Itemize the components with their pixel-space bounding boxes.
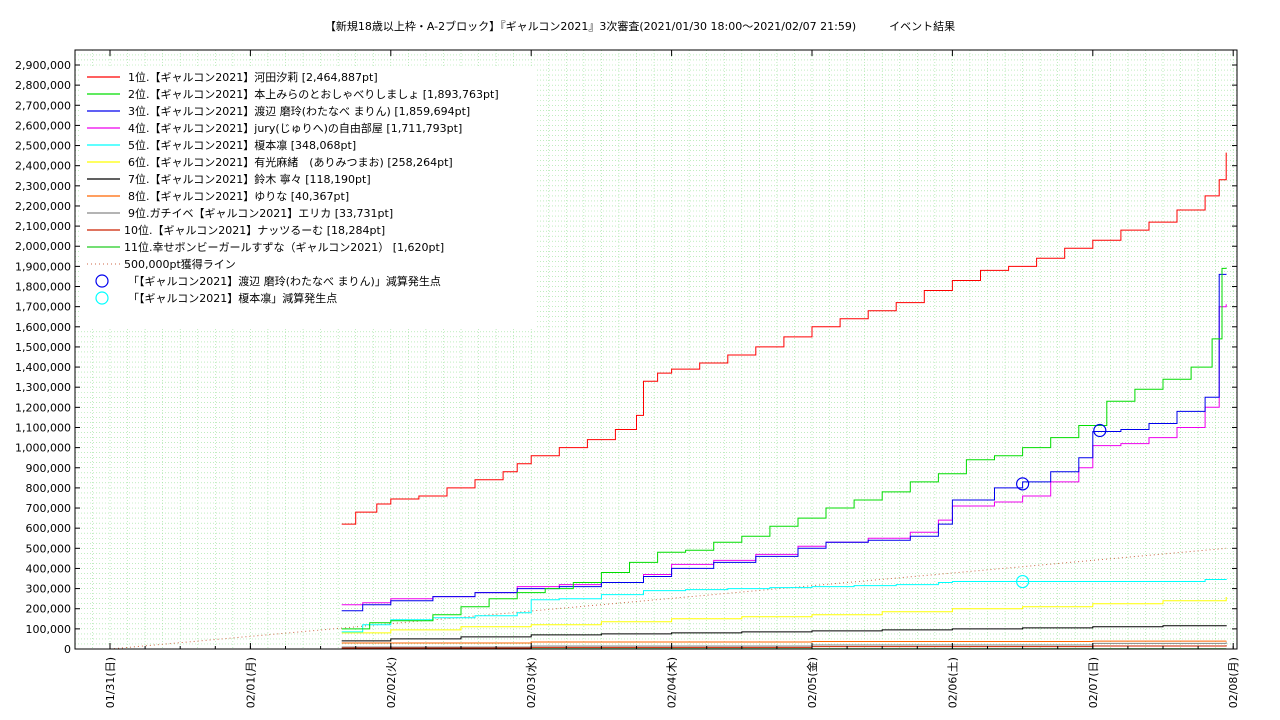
y-tick-label: 2,300,000	[15, 180, 71, 193]
legend-entry: 3位.【ギャルコン2021】渡辺 磨玲(わたなべ まりん) [1,859,694…	[128, 104, 470, 118]
series-line	[341, 625, 1227, 642]
deduction-marker	[1015, 574, 1030, 589]
x-tick-label: 02/02(火)	[385, 657, 398, 708]
y-tick-label: 1,100,000	[15, 421, 71, 434]
y-tick-label: 600,000	[26, 522, 72, 535]
x-tick-label: 02/05(金)	[805, 657, 819, 708]
y-tick-label: 500,000	[26, 542, 72, 555]
legend-entry: 8位.【ギャルコン2021】ゆりな [40,367pt]	[128, 189, 349, 203]
y-tick-label: 2,800,000	[15, 79, 71, 92]
x-tick-label: 02/04(木)	[666, 657, 679, 708]
series-line	[341, 152, 1227, 525]
legend-entry: 「【ギャルコン2021】榎本凛」減算発生点	[128, 291, 337, 305]
y-tick-label: 2,500,000	[15, 140, 71, 153]
y-tick-label: 2,100,000	[15, 220, 71, 233]
plot-frame	[74, 49, 1238, 650]
y-tick-label: 1,600,000	[15, 321, 71, 334]
x-tick-label: 01/31(日)	[104, 657, 117, 708]
x-tick-label: 02/08(月)	[1227, 657, 1240, 708]
y-tick-label: 1,500,000	[15, 341, 71, 354]
legend-entry: 「【ギャルコン2021】渡辺 磨玲(わたなべ まりん)」減算発生点	[128, 274, 441, 288]
y-tick-label: 1,700,000	[15, 301, 71, 314]
y-tick-label: 200,000	[26, 603, 72, 616]
y-tick-label: 2,600,000	[15, 119, 71, 132]
deduction-marker	[1093, 423, 1107, 438]
y-tick-label: 1,400,000	[15, 361, 71, 374]
y-tick-label: 2,400,000	[15, 160, 71, 173]
axes: 0 100,000 200,000 300,000 400,000 500,000 600,…	[15, 49, 1240, 708]
y-tick-label: 2,000,000	[15, 240, 71, 253]
series-line	[341, 578, 1227, 633]
y-tick-label: 300,000	[26, 583, 72, 596]
legend: 1位.【ギャルコン2021】河田汐莉 [2,464,887pt] 2位.【ギャルコ…	[80, 66, 535, 328]
x-tick-label: 02/01(月)	[244, 657, 257, 708]
legend-entry: 4位.【ギャルコン2021】jury(じゅりへ)の自由部屋 [1,711,793…	[128, 121, 462, 135]
legend-marker	[95, 291, 109, 305]
x-tick-label: 02/03(水)	[525, 657, 538, 708]
series-line	[341, 597, 1227, 634]
legend-entry: 1位.【ギャルコン2021】河田汐莉 [2,464,887pt]	[128, 70, 378, 84]
legend-box	[80, 66, 535, 328]
y-tick-label: 1,900,000	[15, 260, 71, 273]
y-tick-label: 1,000,000	[15, 442, 71, 455]
chart-title: 【新規18歳以上枠・A-2ブロック】『ギャルコン2021』3次審査(2021/0…	[324, 20, 956, 33]
y-tick-label: 0	[64, 643, 71, 656]
y-tick-label: 700,000	[26, 502, 72, 515]
y-tick-label: 900,000	[26, 462, 72, 475]
y-tick-label: 400,000	[26, 562, 72, 575]
legend-entry: 11位.幸せボンビーガールすずな（ギャルコン2021） [1,620pt]	[124, 240, 444, 254]
y-tick-label: 1,200,000	[15, 401, 71, 414]
legend-entry: 500,000pt獲得ライン	[124, 258, 236, 271]
deduction-marker	[1015, 477, 1030, 491]
y-tick-label: 800,000	[26, 482, 72, 495]
series-line	[341, 640, 1227, 644]
legend-entry: 10位.【ギャルコン2021】ナッツるーむ [18,284pt]	[124, 223, 385, 237]
x-tick-label: 02/07(日)	[1087, 657, 1100, 708]
series-line	[341, 304, 1227, 606]
legend-entry: 6位.【ギャルコン2021】有光麻緒 (ありみつまお) [258,264pt]	[128, 155, 453, 169]
legend-entry: 9位.ガチイベ【ギャルコン2021】エリカ [33,731pt]	[128, 206, 393, 220]
legend-entry: 2位.【ギャルコン2021】本上みらのとおしゃべりしましょ [1,893,763…	[128, 87, 499, 101]
y-tick-label: 2,200,000	[15, 200, 71, 213]
legend-marker	[95, 274, 109, 288]
legend-entry: 7位.【ギャルコン2021】鈴木 寧々 [118,190pt]	[128, 172, 371, 186]
reference-line-500k	[109, 547, 1227, 650]
x-tick-label: 02/06(土)	[946, 657, 959, 708]
legend-entry: 5位.【ギャルコン2021】榎本凛 [348,068pt]	[128, 138, 356, 152]
y-tick-label: 2,700,000	[15, 99, 71, 112]
series-line	[341, 267, 1227, 630]
y-tick-label: 100,000	[26, 623, 72, 636]
y-tick-label: 2,900,000	[15, 59, 71, 72]
y-tick-label: 1,800,000	[15, 281, 71, 294]
y-tick-label: 1,300,000	[15, 381, 71, 394]
series-line	[341, 273, 1227, 612]
